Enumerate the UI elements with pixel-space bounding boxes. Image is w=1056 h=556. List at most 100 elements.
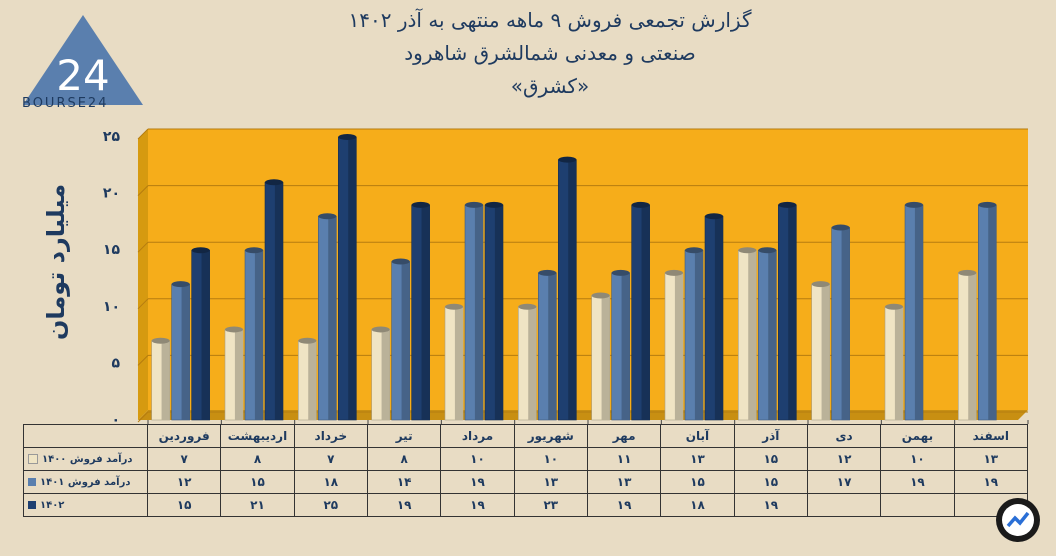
legend-entry: درآمد فروش ۱۴۰۱ xyxy=(23,470,148,494)
data-label xyxy=(806,493,882,517)
legend-swatch xyxy=(28,477,36,486)
bar-shade xyxy=(894,306,903,420)
x-tick-label: دی xyxy=(806,424,882,448)
data-label: ۱۸ xyxy=(293,470,368,494)
data-label: ۱۸ xyxy=(660,493,735,517)
bar-cap xyxy=(538,269,557,276)
bar-shade xyxy=(674,272,683,420)
data-label: ۲۵ xyxy=(293,493,368,517)
data-label: ۷ xyxy=(146,447,222,471)
data-label: ۱۱ xyxy=(586,447,662,471)
x-tick-label: مرداد xyxy=(440,424,515,448)
bar-shade xyxy=(568,159,577,420)
data-label: ۱۹ xyxy=(733,493,808,517)
bar-shade xyxy=(381,329,390,420)
x-tick-label: اردیبهشت xyxy=(220,424,295,448)
data-label: ۱۳ xyxy=(513,470,588,494)
bar-shade xyxy=(494,204,503,420)
bar-cap xyxy=(391,258,410,265)
bar-shade xyxy=(968,272,977,420)
bar-shade xyxy=(714,216,723,420)
data-label: ۱۹ xyxy=(440,493,515,517)
x-tick-label: آبان xyxy=(660,424,735,448)
title-line-2: صنعتی و معدنی شمالشرق شاهرود xyxy=(404,41,696,65)
bar-shade xyxy=(694,250,703,420)
data-label: ۱۵ xyxy=(733,447,808,471)
legend-label: ۱۴۰۲ xyxy=(40,499,65,511)
data-label: ۱۳ xyxy=(953,447,1029,471)
bar-shade xyxy=(988,204,997,420)
table-row: ۱۴۰۲ ۱۵ ۲۱ ۲۵ ۱۹ ۱۹ ۲۳ ۱۹ ۱۸ ۱۹ xyxy=(23,493,1029,517)
bar-shade xyxy=(548,272,557,420)
bar-shade xyxy=(821,284,830,420)
bar-shade xyxy=(841,227,850,420)
logo-text: BOURSE24 xyxy=(22,96,109,111)
bar-chart: ۰ ۵ ۱۰ ۱۵ ۲۰ ۲۵ xyxy=(103,128,1029,425)
data-label: ۱۷ xyxy=(806,470,882,494)
bar-shade xyxy=(181,284,190,420)
data-label: ۱۲ xyxy=(806,447,882,471)
bar-cap xyxy=(558,156,577,163)
x-tick-label: بهمن xyxy=(880,424,955,448)
bar-shade xyxy=(254,250,263,420)
bar-shade xyxy=(601,295,610,420)
data-label: ۱۹ xyxy=(880,470,955,494)
bar-cap xyxy=(978,201,997,208)
bar-cap xyxy=(685,247,703,254)
bar-shade xyxy=(788,204,797,420)
gridline-side xyxy=(137,298,149,310)
bar-shade xyxy=(161,340,170,420)
y-tick-label: ۱۰ xyxy=(103,299,120,315)
bar-cap xyxy=(958,269,977,276)
bar-shade xyxy=(454,306,463,420)
bar-cap xyxy=(705,213,723,220)
data-label: ۲۳ xyxy=(513,493,588,517)
bar-shade xyxy=(641,204,650,420)
bar-cap xyxy=(885,303,903,310)
gridline-side xyxy=(137,411,149,423)
bar-cap xyxy=(778,201,797,208)
bourse24-logo: 24 xyxy=(23,15,143,105)
bar-cap xyxy=(811,281,830,288)
data-table: فروردین اردیبهشت خرداد تیر مرداد شهریور مهر آبا… xyxy=(23,424,1029,517)
table-row: درآمد فروش ۱۴۰۰ ۷ ۸ ۷ ۸ ۱۰ ۱۰ ۱۱ ۱۳ ۱۵ ۱۲ ۱۰ ۱۳ xyxy=(23,447,1029,471)
data-label: ۱۰ xyxy=(513,447,588,471)
bar-cap xyxy=(631,201,650,208)
bar-cap xyxy=(191,247,210,254)
data-label: ۱۵ xyxy=(220,470,295,494)
table-row: درآمد فروش ۱۴۰۱ ۱۲ ۱۵ ۱۸ ۱۴ ۱۹ ۱۳ ۱۳ ۱۵ ۱۵ ۱۷ ۱۹ ۱۹ xyxy=(23,470,1029,494)
bar-shade xyxy=(201,250,210,420)
x-tick-label: فروردین xyxy=(146,424,222,448)
x-tick-label: شهریور xyxy=(513,424,588,448)
legend-swatch xyxy=(28,453,38,464)
data-label: ۱۵ xyxy=(146,493,222,517)
bar-cap xyxy=(151,337,170,344)
data-label: ۱۹ xyxy=(366,493,442,517)
data-label: ۱۹ xyxy=(440,470,515,494)
logo-digits: 24 xyxy=(56,51,109,100)
bar-cap xyxy=(445,303,463,310)
data-label: ۸ xyxy=(220,447,295,471)
bar-shade xyxy=(748,250,757,420)
bar-cap xyxy=(831,224,850,231)
x-tick-label: اسفند xyxy=(953,424,1029,448)
bar-cap xyxy=(225,326,243,333)
bar-cap xyxy=(485,201,503,208)
bar-cap xyxy=(411,201,430,208)
bar-shade xyxy=(474,204,483,420)
bar-cap xyxy=(338,134,357,140)
y-tick-label: ۵ xyxy=(111,355,120,371)
bar-shade xyxy=(234,329,243,420)
x-tick-label: تیر xyxy=(366,424,442,448)
bar-cap xyxy=(591,292,610,299)
bar-cap xyxy=(465,201,483,208)
legend-entry: درآمد فروش ۱۴۰۰ xyxy=(23,447,148,471)
data-label: ۱۳ xyxy=(586,470,662,494)
data-label: ۱۵ xyxy=(733,470,808,494)
bar-cap xyxy=(665,269,683,276)
bar-cap xyxy=(171,281,190,288)
bar-cap xyxy=(371,326,390,333)
bar-shade xyxy=(768,250,777,420)
bar-shade xyxy=(621,272,630,420)
gridline-side xyxy=(137,241,149,253)
